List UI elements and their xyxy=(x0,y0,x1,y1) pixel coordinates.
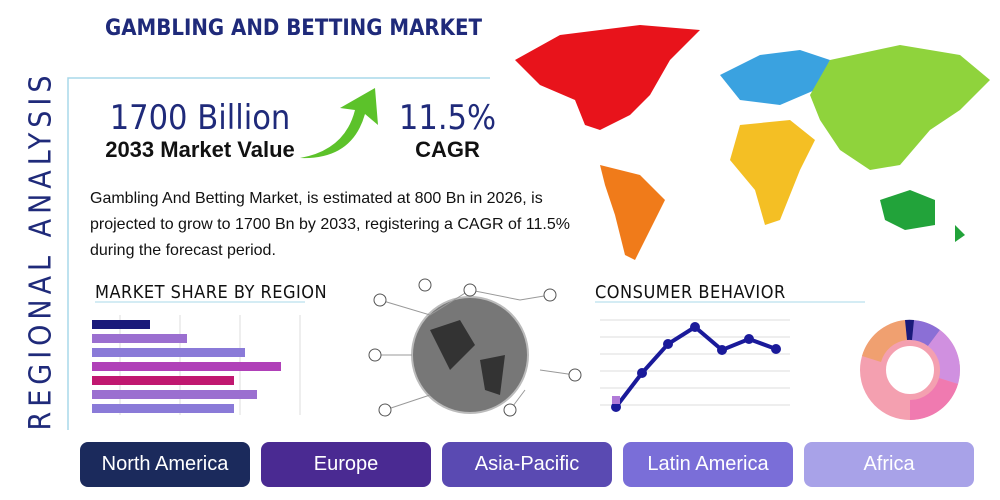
region-button[interactable]: Africa xyxy=(804,442,974,487)
frame xyxy=(67,77,490,430)
section-title: MARKET SHARE BY REGION xyxy=(95,282,328,303)
globe-illustration xyxy=(368,278,582,417)
region-button[interactable]: North America xyxy=(80,442,250,487)
section-title: CONSUMER BEHAVIOR xyxy=(595,282,786,303)
side-title: REGIONAL ANALYSIS xyxy=(23,69,59,431)
cagr: 11.5% xyxy=(398,98,497,138)
behavior-donut-illustration xyxy=(860,319,960,420)
cagr-label: CAGR xyxy=(415,137,480,162)
world-map xyxy=(515,25,990,260)
share-bars-illustration xyxy=(92,315,301,415)
title: GAMBLING AND BETTING MARKET xyxy=(105,16,483,41)
region-button[interactable]: Europe xyxy=(261,442,431,487)
region-button[interactable]: Asia-Pacific xyxy=(442,442,612,487)
growth-arrow xyxy=(300,88,378,159)
market-value-label: 2033 Market Value xyxy=(105,137,295,162)
market-value: 1700 Billion xyxy=(109,98,291,138)
region-button[interactable]: Latin America xyxy=(623,442,793,487)
behavior-line-illustration xyxy=(600,319,790,412)
description: Gambling And Betting Market, is estimate… xyxy=(90,190,570,259)
